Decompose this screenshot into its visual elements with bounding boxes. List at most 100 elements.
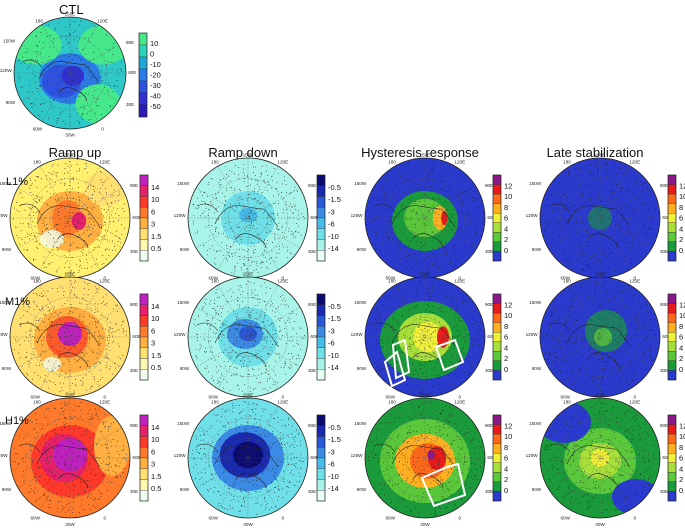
map-hysteresis-h1-lon-label-top-right: 120E xyxy=(454,400,465,405)
map-hysteresis-h1-lon-label-left-mid: 120W xyxy=(351,453,364,458)
map-late-h1-lon-label-left-lower: 90W xyxy=(532,487,542,492)
colorbar-rampup-l1-swatch-0 xyxy=(139,174,149,186)
map-hysteresis-l1-lon-label-bottom-right: 0 xyxy=(459,275,462,280)
colorbar-rampup-h1: 14 10 6 3 1.5 0.5 xyxy=(139,414,161,502)
colorbar-hysteresis-h1-swatch-2 xyxy=(492,433,502,444)
colorbar-hysteresis-l1-swatch-4 xyxy=(492,213,502,223)
map-rampup-m1-lon-label-bottom-left: 60W xyxy=(30,394,40,399)
ctl-map-lon-label-bottom-left: 60W xyxy=(33,126,43,131)
map-hysteresis-l1-lon-label-right-mid: 60E xyxy=(487,215,495,220)
colorbar-late-l1-tick-0: 12 xyxy=(679,181,685,190)
map-hysteresis-m1-lon-label-left-upper: 150W xyxy=(354,300,367,305)
ctl-map-lon-label-bottom-right: 0 xyxy=(101,126,104,131)
colorbar-late-m1: 12 10 8 64 2 0 xyxy=(667,293,685,381)
colorbar-late-m1-swatch-8 xyxy=(667,370,677,381)
map-late-l1-lon-label-bottom-left: 60W xyxy=(560,275,570,280)
colorbar-late-l1-swatch-5 xyxy=(667,222,677,233)
map-rampdown-m1-lon-label-left-mid: 120W xyxy=(174,332,187,337)
colorbar-rampdown-m1-swatch-6 xyxy=(316,358,326,370)
map-rampdown-h1-lon-label-left-mid: 120W xyxy=(174,453,187,458)
map-rampdown-m1-graticule xyxy=(188,277,308,397)
ctl-map: 150E 180 120E 150W 120W 90W 60W 90E 60E 30E 30W 0 xyxy=(0,12,136,138)
map-rampdown-l1-lon-label-right-mid: 60E xyxy=(310,215,318,220)
colorbar-hysteresis-l1-tick-6: 0 xyxy=(504,246,508,255)
colorbar-rampdown-m1-tick-3: -6 xyxy=(328,339,335,348)
map-late-h1-lon-label-left-upper: 150W xyxy=(529,421,542,426)
map-rampup-l1-region-2 xyxy=(71,212,87,230)
map-rampup-h1-region-3 xyxy=(94,416,130,476)
colorbar-rampup-m1-swatch-1 xyxy=(139,304,149,316)
map-rampdown-l1-lon-label-right-upper: 90E xyxy=(308,183,316,188)
map-hysteresis-m1-lon-label-bottom-left: 60W xyxy=(385,394,395,399)
colorbar-late-m1-tick-1: 10 xyxy=(679,311,685,320)
colorbar-rampdown-m1-swatch-3 xyxy=(316,326,326,338)
colorbar-late-m1-swatch-1 xyxy=(667,303,677,314)
map-late-h1-region-3 xyxy=(540,401,591,443)
colorbar-rampdown-l1-swatch-1 xyxy=(316,185,326,197)
map-rampup-m1-lon-label-left-mid: 120W xyxy=(0,332,8,337)
colorbar-hysteresis-l1-tick-4: 4 xyxy=(504,224,508,233)
map-late-m1-stippling xyxy=(543,280,657,394)
colorbar-late-l1-swatch-8 xyxy=(667,251,677,262)
colorbar-rampup-h1-swatch-2 xyxy=(139,436,149,448)
map-rampdown-m1-lon-label-top-left: 180 xyxy=(211,279,219,284)
map-late-l1-graticule xyxy=(540,158,660,278)
map-rampup-m1-stippling xyxy=(14,280,127,394)
map-rampdown-l1-lon-label-bottom-left: 60W xyxy=(208,275,218,280)
ctl-colorbar-swatch-0 xyxy=(138,32,148,46)
map-late-m1-lon-label-right-mid: 60E xyxy=(662,334,670,339)
colorbar-hysteresis-l1-swatch-0 xyxy=(492,174,502,185)
map-rampup-m1-lon-label-left-upper: 150W xyxy=(0,300,12,305)
colorbar-late-h1-tick-1: 10 xyxy=(679,432,685,441)
map-late-h1: 150E 180 120E 150W 120W 90W 60W 90E 60E 30E 30W 0 xyxy=(526,392,671,527)
ctl-colorbar-tick-6: -50 xyxy=(150,102,161,111)
map-hysteresis-m1-lon-label-right-upper: 90E xyxy=(485,302,493,307)
colorbar-late-l1-tick-6: 0 xyxy=(679,246,683,255)
colorbar-late-m1-swatch-6 xyxy=(667,351,677,362)
highlight-boxes xyxy=(383,338,467,508)
colorbar-rampdown-m1-swatch-4 xyxy=(316,336,326,348)
map-rampup-l1-lon-label-left-mid: 120W xyxy=(0,213,8,218)
map-rampup-m1-graticule xyxy=(10,277,130,397)
ctl-colorbar-swatch-2 xyxy=(138,56,148,70)
map-rampdown-l1-lon-label-left-lower: 90W xyxy=(180,247,190,252)
colorbar-late-l1-swatch-0 xyxy=(667,174,677,185)
colorbar-rampdown-l1-tick-3: -6 xyxy=(328,220,335,229)
map-rampdown-h1-lon-label-top-left: 180 xyxy=(211,400,219,405)
ctl-colorbar-swatch-4 xyxy=(138,80,148,94)
map-rampup-h1-lon-label-left-upper: 150W xyxy=(0,421,12,426)
map-late-m1-lon-label-left-mid: 120W xyxy=(526,332,539,337)
map-late-h1-coastlines xyxy=(548,443,631,489)
map-rampdown-l1-graticule xyxy=(188,158,308,278)
colorbar-late-h1-swatch-7 xyxy=(667,481,677,492)
colorbar-hysteresis-h1-tick-0: 12 xyxy=(504,421,512,430)
colorbar-rampdown-l1-tick-0: -0.5 xyxy=(328,183,341,192)
map-rampdown-l1-lon-label-top-right: 120E xyxy=(277,160,288,165)
colorbar-late-m1-tick-4: 4 xyxy=(679,343,683,352)
colorbar-late-l1-swatch-6 xyxy=(667,232,677,243)
map-hysteresis-l1-lon-label-left-mid: 120W xyxy=(351,213,364,218)
colorbar-rampup-m1-swatch-5 xyxy=(139,347,149,359)
map-hysteresis-h1-border xyxy=(364,397,486,519)
colorbar-hysteresis-h1-swatch-3 xyxy=(492,443,502,454)
colorbar-hysteresis-m1-swatch-6 xyxy=(492,351,502,362)
colorbar-hysteresis-h1-swatch-7 xyxy=(492,481,502,492)
colorbar-late-h1-swatch-1 xyxy=(667,424,677,435)
map-late-h1-lon-label-right-lower: 30E xyxy=(660,489,668,494)
map-rampup-h1-lon-label-bottom-left: 60W xyxy=(30,515,40,520)
colorbar-hysteresis-m1-swatch-1 xyxy=(492,303,502,314)
colorbar-rampdown-h1-tick-4: -10 xyxy=(328,472,339,481)
colorbar-late-m1-tick-3: 6 xyxy=(679,333,683,342)
colorbar-rampup-m1-tick-0: 14 xyxy=(151,302,159,311)
map-rampup-m1-region-3 xyxy=(43,356,61,372)
map-rampdown-h1-lon-label-bottom: 30W xyxy=(243,522,253,527)
ctl-colorbar-swatch-3 xyxy=(138,68,148,82)
map-late-h1-stippling xyxy=(542,402,656,513)
map-hysteresis-h1-coastlines xyxy=(373,443,456,489)
map-hysteresis-l1-lon-label-right-lower: 30E xyxy=(485,249,493,254)
colorbar-hysteresis-l1-swatch-1 xyxy=(492,184,502,195)
box-m1-left-2 xyxy=(383,350,407,388)
colorbar-hysteresis-m1-swatch-3 xyxy=(492,322,502,333)
map-rampup-h1-lon-label-top: 150E xyxy=(65,392,76,397)
colorbar-late-m1-tick-6: 0 xyxy=(679,365,683,374)
